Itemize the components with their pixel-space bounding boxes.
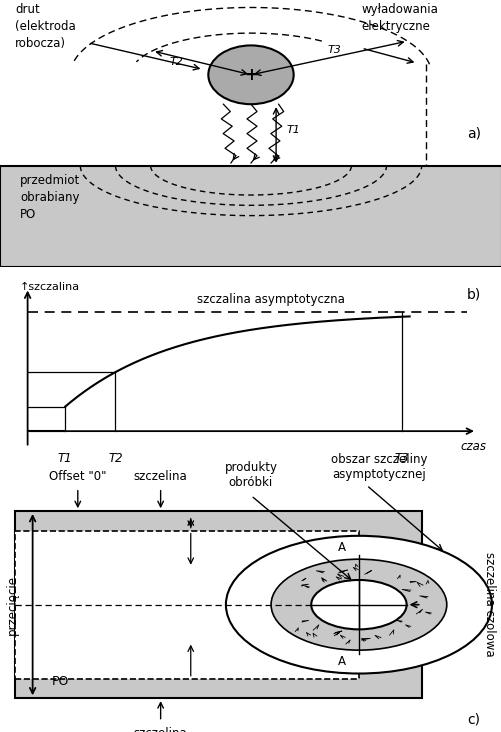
Circle shape xyxy=(311,580,406,630)
Text: obszar szczeliny
asymptotycznej: obszar szczeliny asymptotycznej xyxy=(330,453,426,481)
Text: drut
(elektroda
robocza): drut (elektroda robocza) xyxy=(15,3,76,50)
Text: szczelina: szczelina xyxy=(133,469,187,482)
Text: b): b) xyxy=(466,288,480,302)
Text: T1: T1 xyxy=(286,124,300,135)
Text: szczelina: szczelina xyxy=(133,727,187,732)
Text: przedmiot
obrabiany
PO: przedmiot obrabiany PO xyxy=(20,173,80,220)
Text: T2: T2 xyxy=(108,452,123,465)
Text: T2: T2 xyxy=(169,56,183,67)
Text: T3: T3 xyxy=(327,45,341,55)
Text: PO: PO xyxy=(52,675,69,688)
Text: ↑szczalina: ↑szczalina xyxy=(20,282,80,291)
Text: T1: T1 xyxy=(58,452,73,465)
Text: Offset "0": Offset "0" xyxy=(49,469,106,482)
Text: szczalina asymptotyczna: szczalina asymptotyczna xyxy=(197,293,344,306)
Text: produkty
obróbki: produkty obróbki xyxy=(224,461,277,489)
Text: c): c) xyxy=(466,713,479,727)
Text: wyładowania
elektryczne: wyładowania elektryczne xyxy=(361,3,437,33)
Circle shape xyxy=(271,559,446,650)
Bar xyxy=(0,165,501,267)
Text: A: A xyxy=(338,541,346,554)
Bar xyxy=(15,511,421,698)
Text: czas: czas xyxy=(460,441,486,453)
Circle shape xyxy=(225,536,491,673)
Text: przecięcie: przecięcie xyxy=(6,575,19,635)
Text: T3: T3 xyxy=(393,452,408,465)
Text: szczelina czolowa: szczelina czolowa xyxy=(482,553,495,657)
Text: a): a) xyxy=(466,127,480,141)
Bar xyxy=(15,531,358,679)
Ellipse shape xyxy=(208,45,293,104)
Text: +: + xyxy=(243,66,258,83)
Text: A: A xyxy=(338,655,346,668)
